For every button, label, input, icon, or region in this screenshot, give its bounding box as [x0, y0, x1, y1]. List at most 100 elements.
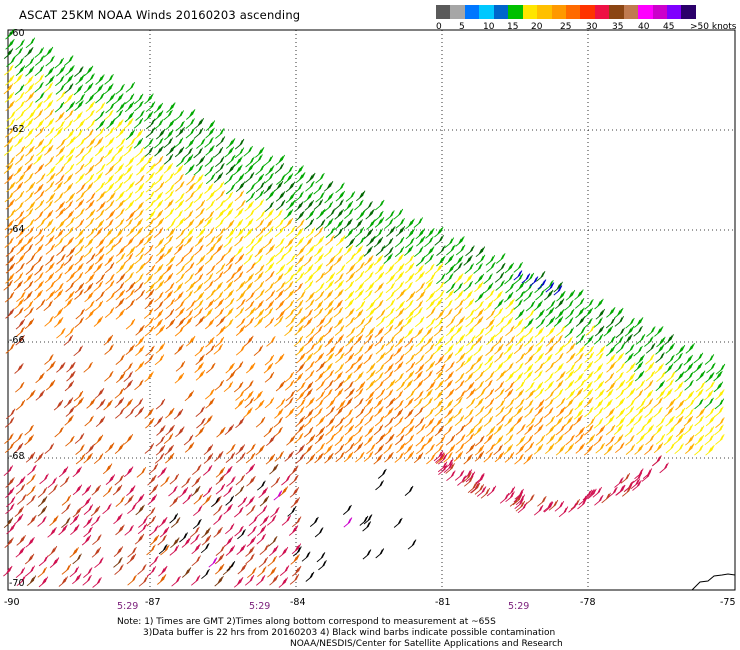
wind-barb — [63, 182, 74, 194]
wind-barb — [124, 524, 134, 536]
wind-barb — [53, 307, 64, 319]
wind-barb — [605, 317, 616, 329]
wind-barb — [85, 164, 95, 176]
wind-barb — [54, 282, 64, 294]
wind-barb — [175, 300, 185, 311]
wind-barb — [34, 138, 45, 150]
wind-barb — [284, 379, 295, 391]
wind-barb — [694, 398, 704, 410]
wind-barb — [425, 360, 436, 372]
wind-barb — [386, 379, 396, 391]
wind-barb — [304, 370, 315, 381]
wind-barb — [123, 433, 134, 445]
wind-barb — [473, 335, 483, 346]
wind-barb — [288, 525, 299, 536]
wind-barb — [195, 354, 205, 366]
wind-barb — [324, 306, 334, 318]
wind-barb — [91, 484, 101, 496]
wind-barb — [202, 486, 213, 498]
wind-barb — [104, 182, 115, 194]
wind-barb — [534, 387, 545, 399]
wind-barb — [395, 307, 405, 319]
wind-barb — [113, 556, 123, 568]
wind-barb — [264, 371, 275, 383]
latitude-label: -66 — [9, 335, 25, 346]
wind-barb — [593, 363, 604, 375]
wind-barb — [94, 253, 105, 265]
wind-barb — [436, 255, 446, 267]
wind-barb — [376, 309, 386, 320]
wind-barb — [56, 90, 66, 102]
wind-barb — [304, 264, 314, 275]
wind-barb — [485, 345, 495, 356]
wind-barb — [216, 426, 226, 438]
wind-barb — [365, 379, 376, 391]
wind-barb — [55, 75, 65, 87]
wind-barb — [144, 146, 154, 158]
wind-barb — [516, 435, 526, 447]
wind-barb — [146, 566, 157, 577]
wind-barb — [268, 535, 278, 547]
wind-barb — [423, 370, 433, 381]
wind-barb — [15, 173, 26, 184]
wind-barb — [366, 235, 376, 247]
wind-barb — [265, 244, 275, 256]
wind-barb — [484, 398, 495, 410]
wind-barb — [205, 173, 216, 185]
wind-barb — [24, 100, 34, 112]
wind-barb — [44, 272, 55, 284]
wind-barb — [195, 199, 206, 211]
wind-barb — [195, 426, 205, 438]
wind-barb — [54, 316, 64, 328]
wind-barb — [115, 127, 126, 139]
wind-barb — [236, 544, 246, 555]
wind-barb — [15, 39, 25, 51]
wind-barb — [373, 453, 383, 465]
wind-barb — [43, 300, 53, 312]
wind-barb — [365, 326, 375, 338]
wind-barb — [86, 192, 96, 204]
wind-barb — [144, 317, 155, 328]
wind-barb — [483, 451, 493, 463]
wind-barb — [592, 486, 603, 498]
wind-barb — [713, 381, 724, 393]
legend-label: 0 — [436, 22, 442, 32]
wind-barb — [37, 516, 47, 527]
wind-barb — [483, 273, 493, 285]
wind-barb — [290, 554, 300, 565]
wind-barb — [257, 566, 267, 578]
wind-barb — [263, 307, 274, 319]
wind-barb — [105, 209, 116, 221]
wind-barb — [134, 281, 144, 293]
wind-barb — [373, 424, 384, 436]
wind-barb — [195, 217, 205, 229]
wind-barb — [474, 484, 485, 495]
wind-barb — [35, 92, 45, 103]
wind-barb — [225, 138, 236, 149]
wind-barb — [183, 434, 194, 446]
wind-barb — [443, 299, 453, 311]
wind-barb — [24, 154, 35, 166]
wind-barb — [145, 199, 155, 211]
wind-barb — [467, 482, 478, 494]
wind-barb — [630, 478, 641, 490]
wind-barb — [305, 209, 315, 221]
wind-barb — [546, 300, 556, 311]
wind-barb — [353, 309, 364, 320]
wind-barb — [485, 289, 495, 301]
wind-barb — [46, 360, 56, 372]
wind-barb — [473, 354, 483, 366]
wind-barb — [494, 351, 504, 363]
wind-barb — [226, 272, 236, 283]
wind-barb — [314, 452, 324, 464]
wind-barb — [225, 219, 235, 231]
wind-barb — [454, 289, 464, 301]
wind-barb — [287, 506, 297, 517]
wind-barb — [25, 264, 36, 275]
wind-barb — [23, 243, 33, 255]
wind-barb — [14, 57, 25, 69]
wind-barb — [90, 505, 101, 517]
wind-barb — [135, 289, 145, 301]
wind-barb — [594, 399, 604, 410]
wind-barb — [254, 264, 265, 276]
